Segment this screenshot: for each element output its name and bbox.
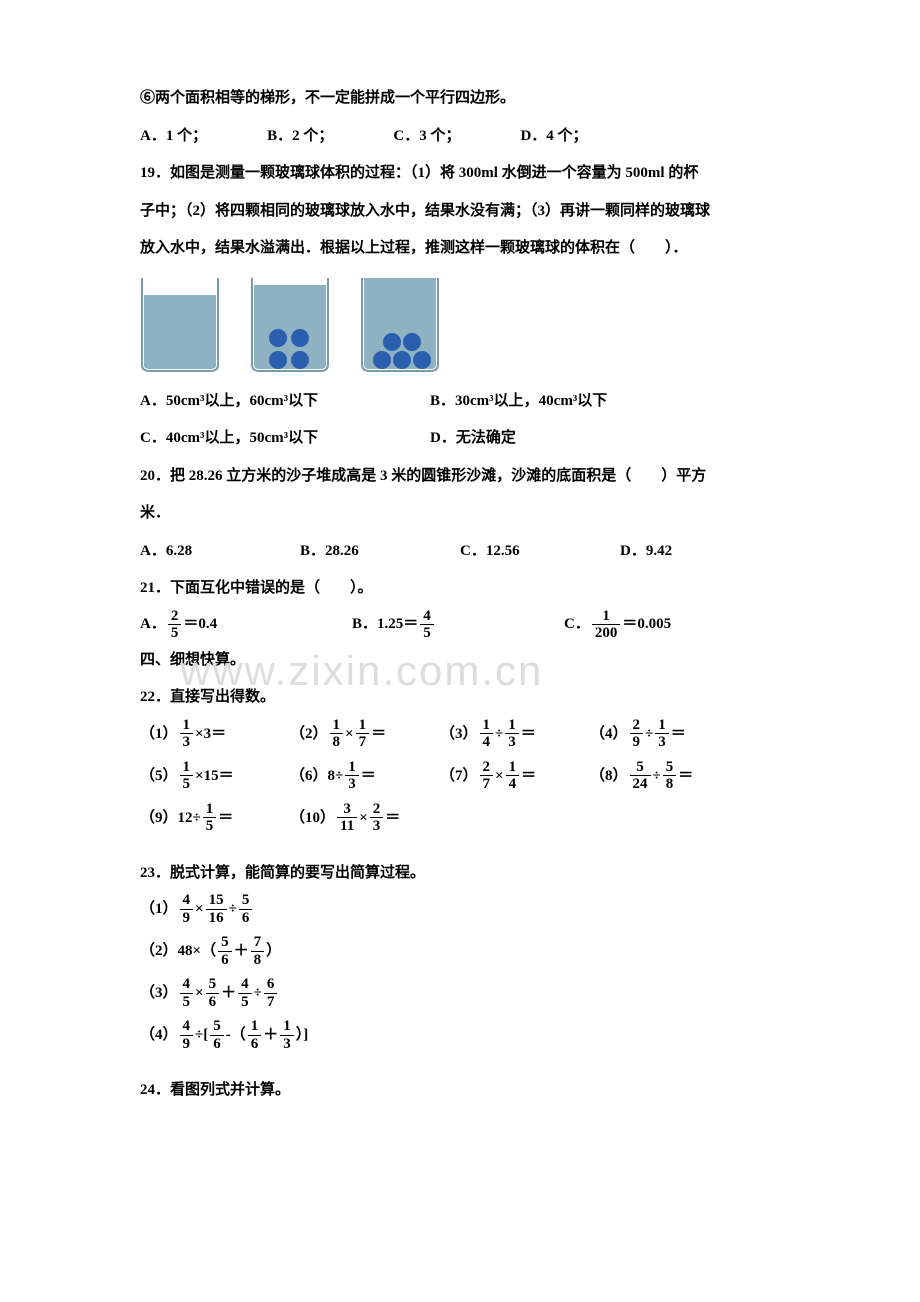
- q-circle6: ⑥两个面积相等的梯形，不一定能拼成一个平行四边形。: [140, 80, 780, 118]
- q24: 24．看图列式并计算。: [140, 1072, 780, 1110]
- beaker-1: [140, 278, 220, 373]
- q22-item: （10）311×23＝: [290, 801, 440, 835]
- q22-item: （1）13×3＝: [140, 717, 290, 751]
- section-4: 四、细想快算。: [140, 642, 780, 680]
- q22-item: （5）15×15＝: [140, 759, 290, 793]
- opt-d: D．4 个；: [520, 118, 587, 156]
- q23: 23．脱式计算，能简算的要写出简算过程。: [140, 855, 780, 893]
- q20-opt-b: B．28.26: [300, 533, 460, 571]
- q22-item: （2）18×17＝: [290, 717, 440, 751]
- opt-a: A．1 个；: [140, 118, 207, 156]
- q19-opt-a: A．50cm³以上，60cm³以下: [140, 383, 430, 421]
- q19-opt-b: B．30cm³以上，40cm³以下: [430, 383, 607, 421]
- beaker-2: [250, 278, 330, 373]
- q22-item: （6）8÷13＝: [290, 759, 440, 793]
- q19-options-row2: C．40cm³以上，50cm³以下 D．无法确定: [140, 420, 780, 458]
- q23-item: （2）48×（56＋78）: [140, 934, 780, 968]
- q23-list: （1）49×1516÷56 （2）48×（56＋78） （3）45×56＋45÷67…: [140, 892, 780, 1052]
- q19-options-row1: A．50cm³以上，60cm³以下 B．30cm³以上，40cm³以下: [140, 383, 780, 421]
- opt-b: B．2 个；: [267, 118, 333, 156]
- q23-item: （3）45×56＋45÷67: [140, 976, 780, 1010]
- q21-opt-a: A． 25 ＝0.4: [140, 608, 340, 642]
- q19-opt-d: D．无法确定: [430, 420, 516, 458]
- q22-item: （8）524÷58＝: [590, 759, 740, 793]
- opt-c: C．3 个；: [393, 118, 460, 156]
- q20-line1: 20．把 28.26 立方米的沙子堆成高是 3 米的圆锥形沙滩，沙滩的底面积是（…: [140, 458, 780, 496]
- q20-opt-a: A．6.28: [140, 533, 300, 571]
- q23-item: （1）49×1516÷56: [140, 892, 780, 926]
- q20-line2: 米．: [140, 495, 780, 533]
- q22-item: （3）14÷13＝: [440, 717, 590, 751]
- q19-line2: 子中；（2）将四颗相同的玻璃球放入水中，结果水没有满；（3）再讲一颗同样的玻璃球: [140, 193, 780, 231]
- q21-options: A． 25 ＝0.4 B．1.25＝ 45 C． 1200 ＝0.005: [140, 608, 780, 642]
- beaker-figures: [140, 278, 780, 373]
- q22-item: （7）27×14＝: [440, 759, 590, 793]
- q19-line1: 19．如图是测量一颗玻璃球体积的过程：（1）将 300ml 水倒进一个容量为 5…: [140, 155, 780, 193]
- q21-opt-c: C． 1200 ＝0.005: [564, 608, 671, 642]
- q20-opt-d: D．9.42: [620, 533, 672, 571]
- q19-line3: 放入水中，结果水溢满出．根据以上过程，推测这样一颗玻璃球的体积在（ ）．: [140, 230, 780, 268]
- q21: 21．下面互化中错误的是（ ）。: [140, 570, 780, 608]
- q19-opt-c: C．40cm³以上，50cm³以下: [140, 420, 430, 458]
- q20-options: A．6.28 B．28.26 C．12.56 D．9.42: [140, 533, 780, 571]
- q22: 22．直接写出得数。: [140, 679, 780, 717]
- q20-opt-c: C．12.56: [460, 533, 620, 571]
- q22-item: （9）12÷15＝: [140, 801, 290, 835]
- beaker-3: [360, 278, 440, 373]
- q22-item: （4）29÷13＝: [590, 717, 740, 751]
- q23-item: （4）49÷[56-（16＋13）]: [140, 1018, 780, 1052]
- q21-opt-b: B．1.25＝ 45: [352, 608, 552, 642]
- q22-grid: （1）13×3＝（2）18×17＝（3）14÷13＝（4）29÷13＝ （5）15…: [140, 717, 780, 835]
- q18-options: A．1 个； B．2 个； C．3 个； D．4 个；: [140, 118, 780, 156]
